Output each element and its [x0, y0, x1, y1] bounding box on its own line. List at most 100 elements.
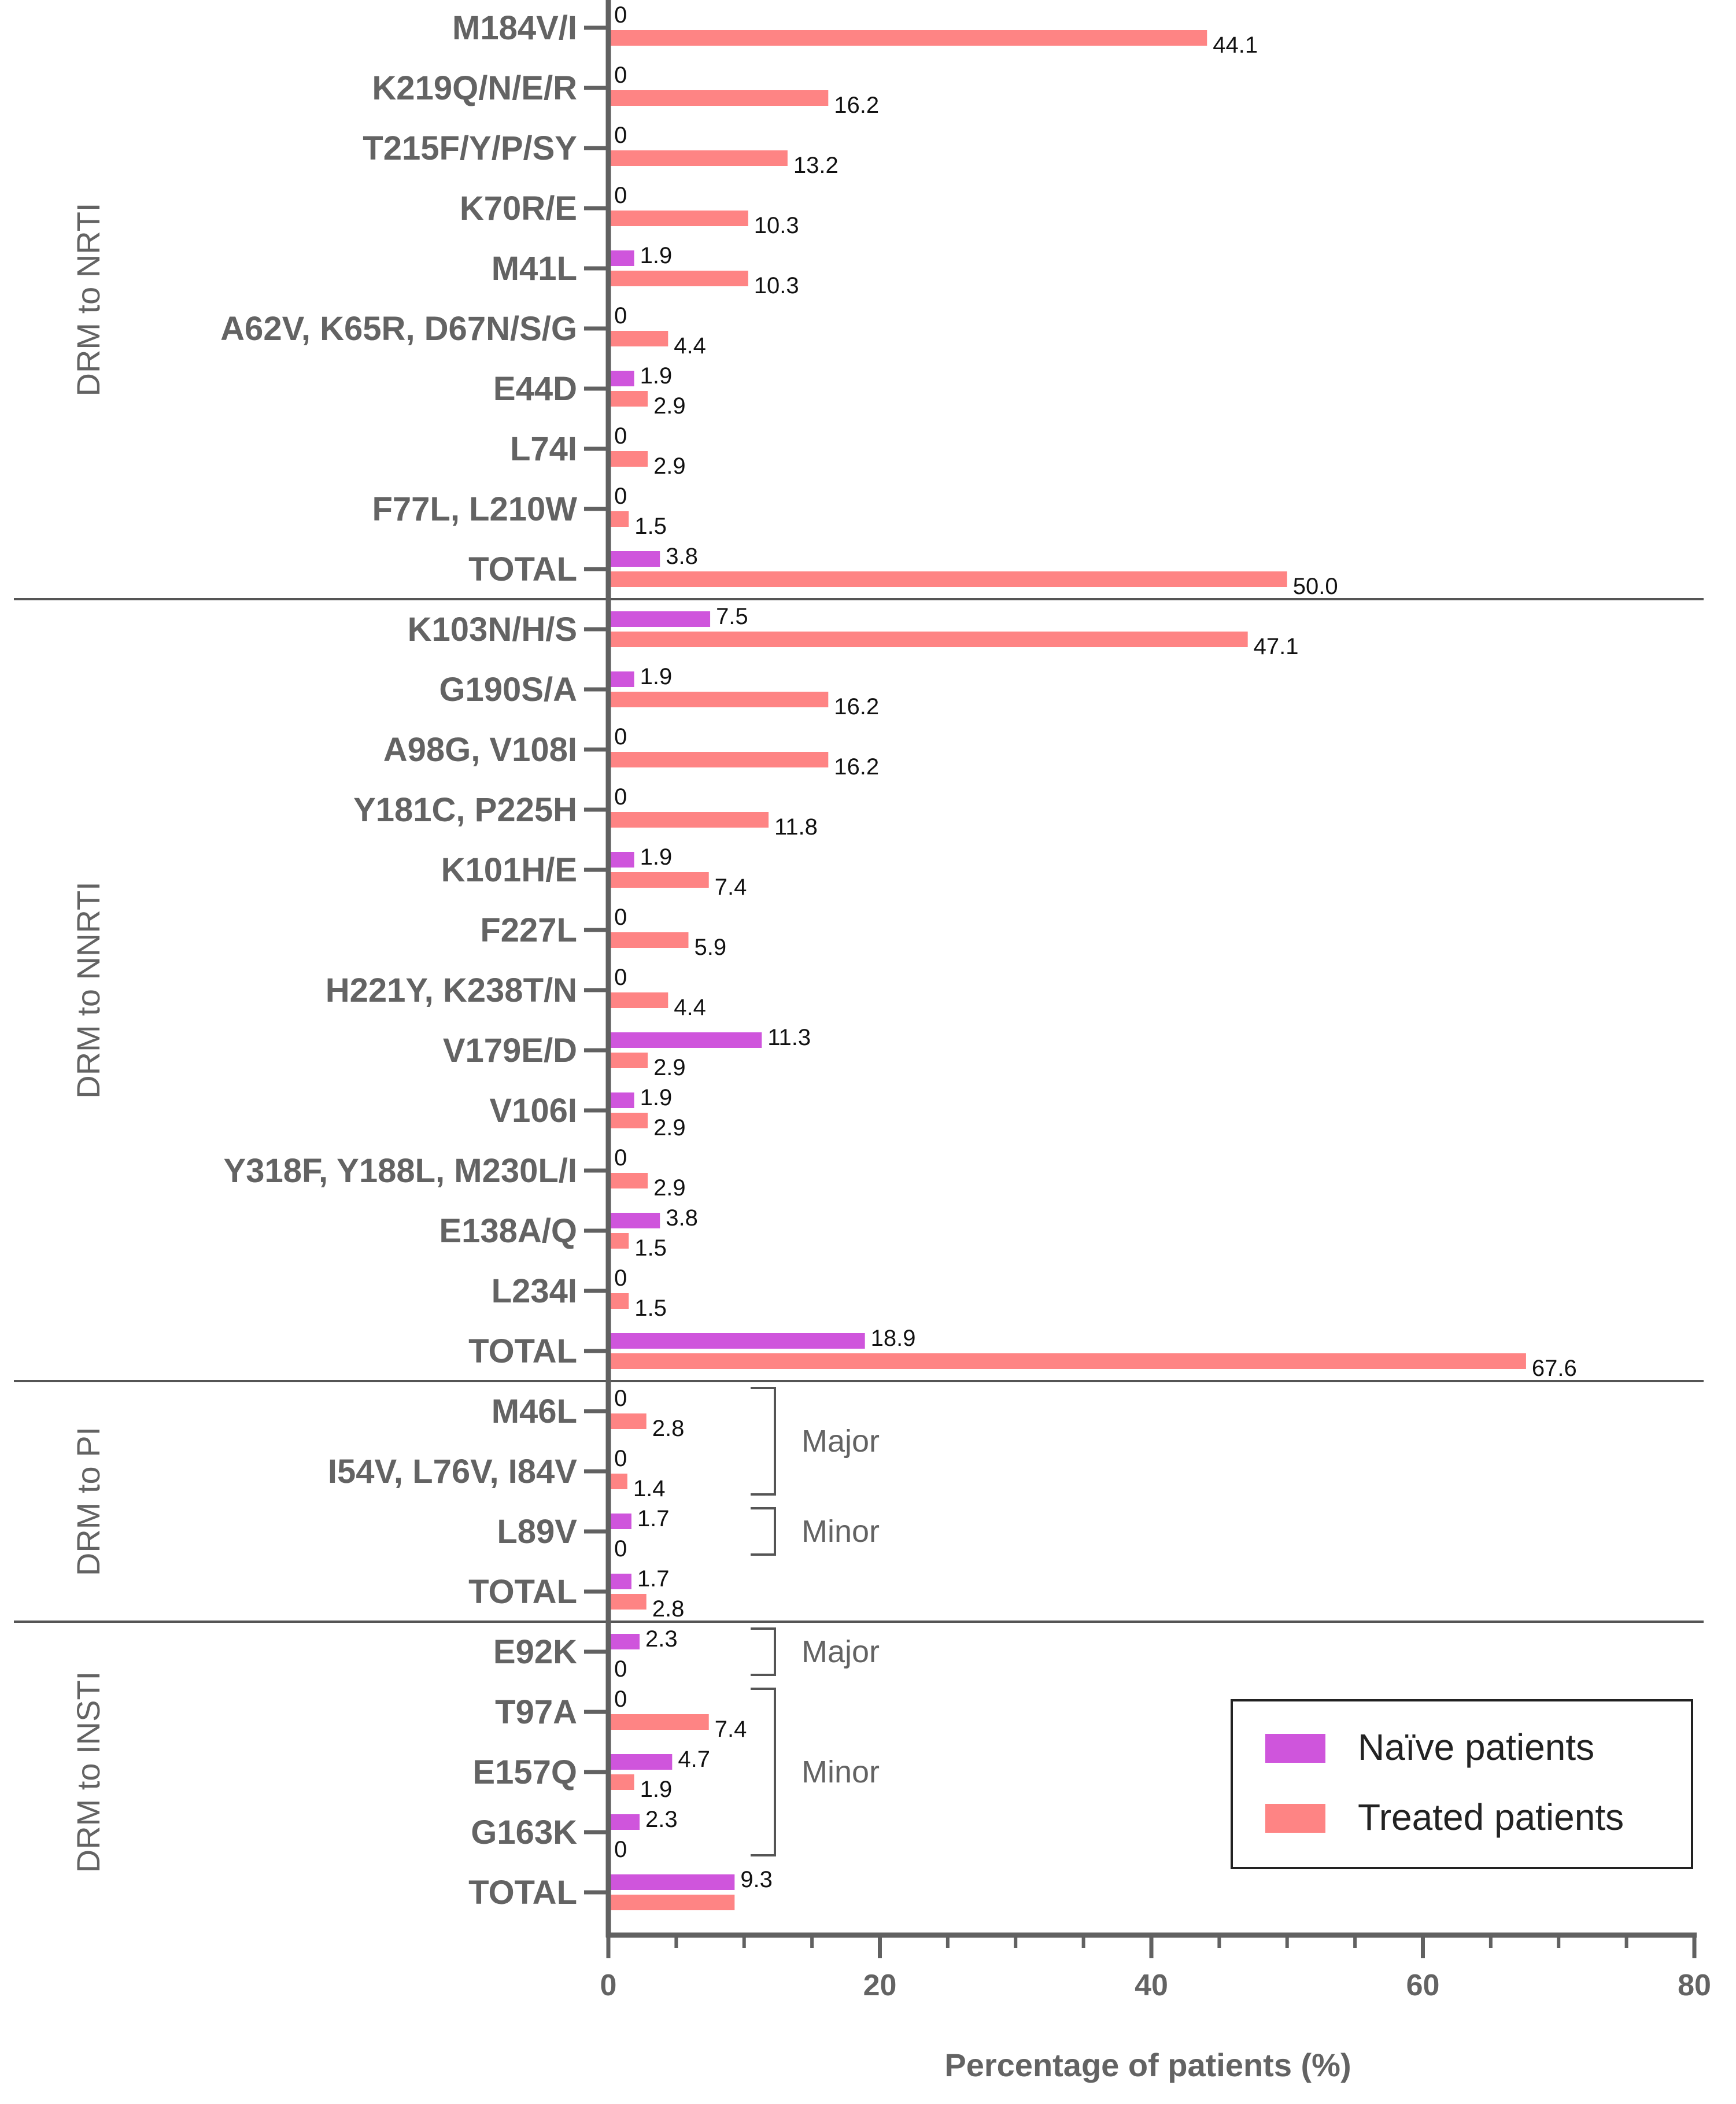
value-label-naive-drm-to-nrti-a62v-k65r-d67n-s-g: 0	[614, 303, 627, 328]
value-label-naive-drm-to-nrti-t215f-y-p-sy: 0	[614, 123, 627, 148]
x-tick-label-60: 60	[1406, 1969, 1440, 2002]
value-label-treated-drm-to-pi-m46l: 2.8	[652, 1416, 685, 1441]
category-label-drm-to-insti-e92k: E92K	[493, 1633, 577, 1671]
bar-treated-drm-to-nrti-f77l-l210w	[608, 511, 629, 527]
category-label-drm-to-nnrti-y181c-p225h: Y181C, P225H	[353, 791, 577, 829]
value-label-treated-drm-to-nnrti-f227l: 5.9	[695, 935, 727, 960]
category-label-drm-to-insti-t97a: T97A	[495, 1693, 577, 1731]
value-label-naive-drm-to-nnrti-v179e-d: 11.3	[767, 1025, 811, 1050]
value-label-naive-drm-to-nnrti-k103n-h-s: 7.5	[716, 604, 748, 629]
value-label-naive-drm-to-insti-total: 9.3	[740, 1867, 773, 1892]
value-label-treated-drm-to-insti-e92k: 0	[614, 1656, 627, 1682]
legend-label-naive: Naïve patients	[1358, 1726, 1594, 1768]
value-label-treated-drm-to-nrti-e44d: 2.9	[653, 393, 686, 419]
value-label-naive-drm-to-nrti-m41l: 1.9	[640, 243, 673, 268]
category-label-drm-to-nrti-a62v-k65r-d67n-s-g: A62V, K65R, D67N/S/G	[220, 310, 577, 348]
bar-naive-drm-to-nnrti-g190s-a	[608, 671, 634, 687]
bracket-major-drm-to-insti	[751, 1627, 776, 1676]
group-label-drm-to-pi: DRM to PI	[70, 1427, 106, 1576]
bar-treated-drm-to-nnrti-total	[608, 1353, 1526, 1369]
value-label-naive-drm-to-insti-t97a: 0	[614, 1686, 627, 1712]
value-label-naive-drm-to-insti-e157q: 4.7	[678, 1747, 710, 1772]
bar-treated-drm-to-pi-m46l	[608, 1413, 647, 1429]
value-label-naive-drm-to-pi-l89v: 1.7	[637, 1506, 670, 1531]
category-label-drm-to-nnrti-f227l: F227L	[480, 911, 577, 949]
category-label-drm-to-pi-l89v: L89V	[497, 1513, 577, 1551]
bar-treated-drm-to-insti-total	[608, 1895, 735, 1910]
value-label-treated-drm-to-insti-e157q: 1.9	[640, 1777, 673, 1802]
value-labels: 044.1016.2013.2010.31.910.304.41.92.902.…	[614, 2, 1577, 1892]
bracket-major-drm-to-pi	[751, 1387, 776, 1496]
x-tick-label-40: 40	[1135, 1969, 1168, 2002]
category-label-drm-to-nrti-k70r-e: K70R/E	[460, 190, 577, 227]
category-label-drm-to-insti-total: TOTAL	[468, 1874, 577, 1911]
bar-treated-drm-to-nnrti-e138a-q	[608, 1233, 629, 1249]
value-label-naive-drm-to-nnrti-e138a-q: 3.8	[666, 1205, 698, 1231]
bar-naive-drm-to-nnrti-k103n-h-s	[608, 611, 711, 627]
value-label-naive-drm-to-nnrti-a98g-v108i: 0	[614, 724, 627, 750]
bar-treated-drm-to-nnrti-k103n-h-s	[608, 632, 1248, 647]
value-label-treated-drm-to-nrti-m41l: 10.3	[754, 273, 799, 298]
bar-naive-drm-to-insti-g163k	[608, 1814, 640, 1830]
bar-treated-drm-to-pi-i54v-l76v-i84v	[608, 1474, 627, 1489]
category-labels: M184V/I K219Q/N/E/R T215F/Y/P/SY K70R/E M41L…	[220, 9, 577, 1911]
category-label-drm-to-nnrti-v106i: V106I	[489, 1092, 577, 1129]
category-label-drm-to-pi-total: TOTAL	[468, 1573, 577, 1611]
category-label-drm-to-nrti-m41l: M41L	[492, 250, 577, 287]
value-label-naive-drm-to-insti-g163k: 2.3	[645, 1807, 678, 1832]
value-label-naive-drm-to-insti-e92k: 2.3	[645, 1626, 678, 1652]
bar-treated-drm-to-nnrti-a98g-v108i	[608, 752, 829, 767]
value-label-treated-drm-to-nnrti-k103n-h-s: 47.1	[1254, 634, 1299, 659]
category-label-drm-to-nnrti-y318f-y188l-m230l-i: Y318F, Y188L, M230L/I	[224, 1152, 578, 1190]
legend-box	[1231, 1699, 1693, 1869]
category-label-drm-to-nnrti-h221y-k238t-n: H221Y, K238T/N	[326, 972, 577, 1009]
bar-treated-drm-to-nnrti-l234i	[608, 1293, 629, 1309]
legend: Naïve patients Treated patients	[1231, 1699, 1693, 1869]
value-label-treated-drm-to-pi-total: 2.8	[652, 1596, 685, 1622]
bar-treated-drm-to-nnrti-v179e-d	[608, 1053, 648, 1068]
category-label-drm-to-pi-i54v-l76v-i84v: I54V, L76V, I84V	[328, 1453, 577, 1490]
category-label-drm-to-insti-g163k: G163K	[471, 1814, 577, 1851]
group-label-drm-to-nnrti: DRM to NNRTI	[70, 881, 106, 1098]
value-label-treated-drm-to-pi-l89v: 0	[614, 1536, 627, 1562]
value-label-treated-drm-to-nrti-m184v-i: 44.1	[1213, 32, 1258, 58]
bracket-label-major-drm-to-pi: Major	[801, 1424, 880, 1459]
bar-treated-drm-to-nrti-t215f-y-p-sy	[608, 150, 788, 166]
bar-treated-drm-to-nrti-m41l	[608, 271, 748, 286]
x-tick-label-20: 20	[863, 1969, 897, 2002]
value-label-naive-drm-to-nnrti-h221y-k238t-n: 0	[614, 965, 627, 990]
value-label-naive-drm-to-nnrti-y181c-p225h: 0	[614, 784, 627, 810]
bar-treated-drm-to-insti-t97a	[608, 1714, 709, 1730]
category-label-drm-to-nrti-total: TOTAL	[468, 551, 577, 588]
category-label-drm-to-nrti-f77l-l210w: F77L, L210W	[372, 490, 577, 528]
x-tick-label-0: 0	[600, 1969, 617, 2002]
value-label-naive-drm-to-pi-m46l: 0	[614, 1386, 627, 1411]
value-label-treated-drm-to-nnrti-v179e-d: 2.9	[653, 1055, 686, 1080]
category-label-drm-to-nnrti-k103n-h-s: K103N/H/S	[408, 611, 577, 648]
value-label-naive-drm-to-nnrti-total: 18.9	[871, 1326, 916, 1351]
bar-naive-drm-to-insti-e157q	[608, 1754, 673, 1770]
value-label-naive-drm-to-nnrti-k101h-e: 1.9	[640, 844, 673, 870]
value-label-naive-drm-to-nrti-f77l-l210w: 0	[614, 483, 627, 509]
value-label-treated-drm-to-nrti-total: 50.0	[1293, 574, 1338, 599]
value-label-naive-drm-to-nrti-total: 3.8	[666, 544, 698, 569]
category-label-drm-to-nnrti-e138a-q: E138A/Q	[439, 1212, 577, 1250]
bracket-label-minor-drm-to-pi: Minor	[801, 1514, 880, 1549]
bar-treated-drm-to-nnrti-h221y-k238t-n	[608, 992, 668, 1008]
bar-naive-drm-to-nrti-total	[608, 551, 660, 567]
bar-naive-drm-to-pi-l89v	[608, 1514, 631, 1529]
value-label-treated-drm-to-nrti-f77l-l210w: 1.5	[634, 514, 667, 539]
value-label-treated-drm-to-nnrti-a98g-v108i: 16.2	[834, 754, 879, 780]
bar-treated-drm-to-nnrti-g190s-a	[608, 692, 829, 707]
bar-treated-drm-to-nnrti-y318f-y188l-m230l-i	[608, 1173, 648, 1188]
bar-treated-drm-to-nrti-m184v-i	[608, 30, 1207, 46]
value-label-naive-drm-to-pi-i54v-l76v-i84v: 0	[614, 1446, 627, 1471]
category-label-drm-to-nnrti-a98g-v108i: A98G, V108I	[383, 731, 577, 769]
value-label-naive-drm-to-nnrti-y318f-y188l-m230l-i: 0	[614, 1145, 627, 1171]
bar-treated-drm-to-nrti-l74i	[608, 451, 648, 467]
value-label-treated-drm-to-nnrti-y318f-y188l-m230l-i: 2.9	[653, 1175, 686, 1201]
value-label-treated-drm-to-nnrti-l234i: 1.5	[634, 1295, 667, 1321]
bars	[608, 30, 1526, 1910]
bar-naive-drm-to-nrti-m41l	[608, 250, 634, 266]
